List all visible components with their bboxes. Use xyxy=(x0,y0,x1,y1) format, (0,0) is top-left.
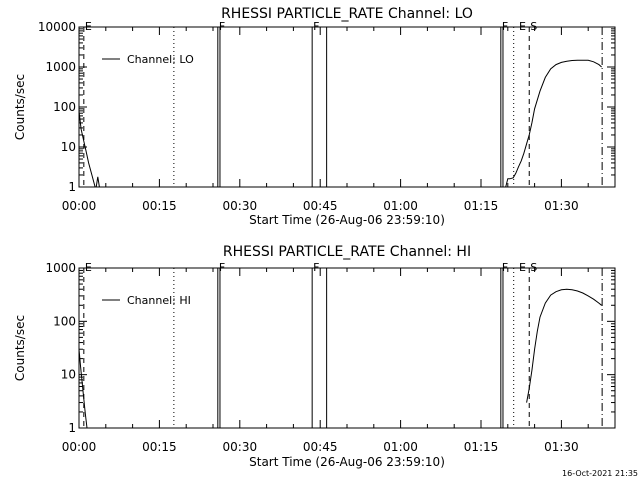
x-tick-label: 00:00 xyxy=(62,440,97,454)
event-marker-label: F xyxy=(219,261,225,274)
footer-timestamp: 16-Oct-2021 21:35 xyxy=(562,469,638,478)
event-marker-label: S xyxy=(530,261,537,274)
event-marker-label: E xyxy=(519,261,526,274)
y-tick-label: 1 xyxy=(68,180,76,194)
event-marker-label: F xyxy=(313,20,319,33)
event-marker-label: E xyxy=(85,261,92,274)
series-line xyxy=(78,110,96,188)
legend-label: Channel: LO xyxy=(127,53,194,66)
event-marker-label: F xyxy=(219,20,225,33)
event-marker-label: F xyxy=(502,20,508,33)
x-tick-label: 00:00 xyxy=(62,199,97,213)
event-marker-label: F xyxy=(313,261,319,274)
y-tick-label: 10 xyxy=(61,140,76,154)
hi-channel-panel: RHESSI PARTICLE_RATE Channel: HI 00:00 00:… xyxy=(13,244,616,469)
y-tick-label: 1 xyxy=(68,421,76,435)
x-tick-label: 01:30 xyxy=(544,440,579,454)
y-tick-label: 100 xyxy=(53,100,76,114)
y-tick-label: 10 xyxy=(61,368,76,382)
x-tick-label: 01:15 xyxy=(464,440,499,454)
x-tick-label: 01:15 xyxy=(464,199,499,213)
x-tick-label: 01:30 xyxy=(544,199,579,213)
series-line xyxy=(78,349,88,429)
y-axis-label: Counts/sec xyxy=(13,315,27,381)
x-axis-label: Start Time (26-Aug-06 23:59:10) xyxy=(249,455,445,469)
event-marker-label: F xyxy=(502,261,508,274)
x-tick-label: 00:45 xyxy=(303,440,338,454)
series-line xyxy=(505,59,602,188)
y-axis-label: Counts/sec xyxy=(13,74,27,140)
x-axis-label: Start Time (26-Aug-06 23:59:10) xyxy=(249,213,445,227)
legend-label: Channel: HI xyxy=(127,294,191,307)
x-tick-label: 00:15 xyxy=(142,440,177,454)
series-line xyxy=(526,288,602,403)
x-tick-label: 00:30 xyxy=(223,440,258,454)
chart-title: RHESSI PARTICLE_RATE Channel: LO xyxy=(221,6,473,22)
event-marker-label: E xyxy=(519,20,526,33)
event-marker-label: S xyxy=(530,20,537,33)
x-tick-label: 00:30 xyxy=(223,199,258,213)
x-tick-label: 00:45 xyxy=(303,199,338,213)
y-tick-label: 10000 xyxy=(38,20,76,34)
chart-title: RHESSI PARTICLE_RATE Channel: HI xyxy=(223,244,471,260)
x-tick-label: 01:00 xyxy=(383,440,418,454)
lo-channel-panel: RHESSI PARTICLE_RATE Channel: LO 00:00 00:… xyxy=(13,6,616,227)
y-tick-label: 1000 xyxy=(45,261,76,275)
y-tick-label: 100 xyxy=(53,314,76,328)
x-tick-label: 00:15 xyxy=(142,199,177,213)
event-marker-label: E xyxy=(85,20,92,33)
x-tick-label: 01:00 xyxy=(383,199,418,213)
series-line xyxy=(95,176,100,188)
plot-frame xyxy=(78,26,616,188)
y-tick-label: 1000 xyxy=(45,60,76,74)
